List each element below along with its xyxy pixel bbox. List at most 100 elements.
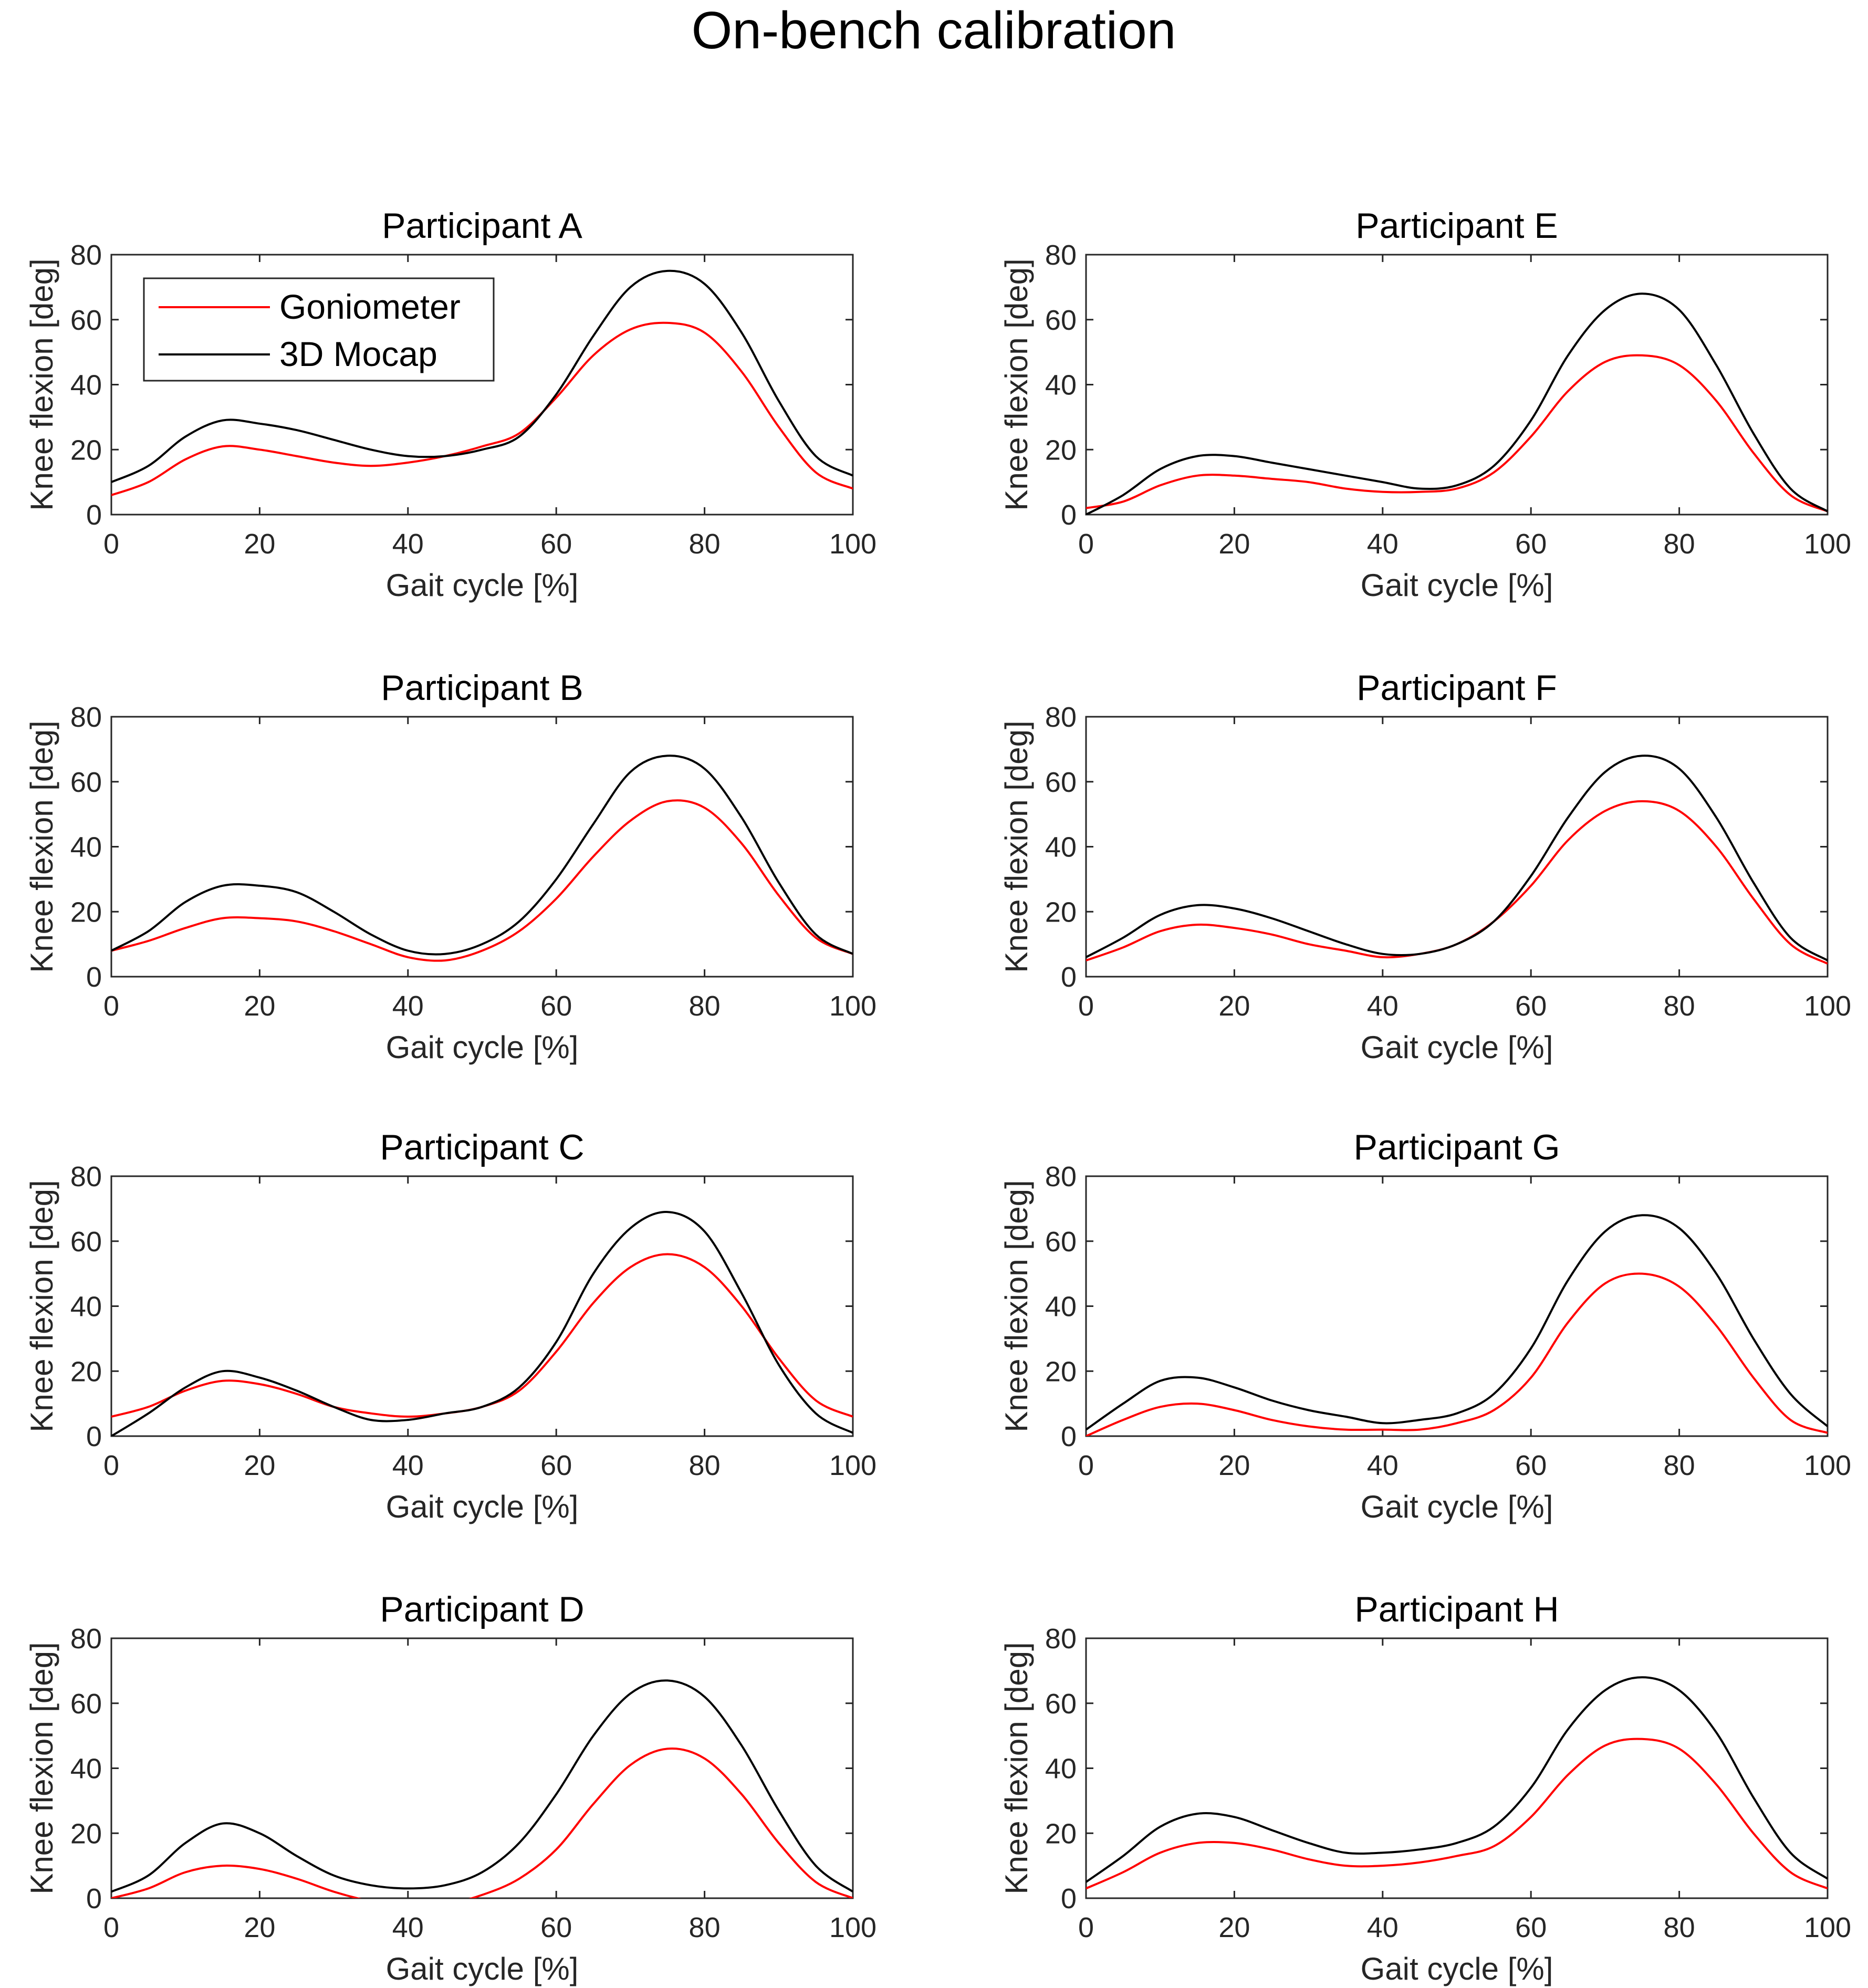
series-group — [111, 1679, 853, 1898]
y-tick-label: 80 — [1045, 1623, 1077, 1655]
series-line-3d-mocap — [111, 755, 853, 956]
y-axis-label: Knee flexion [deg] — [24, 1180, 59, 1432]
y-tick-label: 0 — [86, 499, 102, 531]
x-tick-label: 60 — [1515, 1912, 1547, 1943]
x-tick-label: 0 — [1078, 990, 1094, 1022]
subplot-participant-b: Participant B 0 20 40 60 80 100 0 20 40 60 80 Gait c… — [24, 668, 876, 1065]
x-tick-label: 60 — [1515, 990, 1547, 1022]
series-line-goniometer — [1086, 354, 1828, 512]
x-tick-label: 80 — [689, 990, 721, 1022]
x-axis-label: Gait cycle [%] — [1361, 1951, 1553, 1986]
x-tick-label: 0 — [1078, 528, 1094, 560]
series-line-3d-mocap — [111, 269, 853, 483]
y-tick-label: 60 — [1045, 1226, 1077, 1258]
series-line-goniometer — [1086, 1738, 1828, 1890]
x-tick-label: 60 — [1515, 1450, 1547, 1481]
x-tick-label: 60 — [540, 1450, 572, 1481]
y-tick-label: 80 — [70, 239, 102, 271]
x-tick-label: 100 — [829, 1450, 876, 1481]
x-tick-label: 40 — [392, 1450, 424, 1481]
y-tick-label: 60 — [70, 1688, 102, 1720]
x-axis-label: Gait cycle [%] — [386, 1030, 579, 1065]
y-tick-label: 80 — [1045, 702, 1077, 733]
legend-box — [143, 277, 495, 382]
y-tick-label: 40 — [70, 1291, 102, 1323]
subplot-participant-h: Participant H 0 20 40 60 80 100 0 20 40 60 80 Gait c… — [999, 1589, 1851, 1986]
y-tick-label: 40 — [70, 1753, 102, 1785]
series-group — [111, 755, 853, 962]
y-tick-label: 60 — [1045, 305, 1077, 336]
x-tick-label: 60 — [540, 528, 572, 560]
x-tick-label: 80 — [689, 1912, 721, 1943]
subplot-title: Participant E — [1355, 206, 1558, 246]
y-tick-label: 60 — [70, 1226, 102, 1258]
subplot-title: Participant F — [1356, 668, 1557, 708]
subplot-participant-e: Participant E 0 20 40 60 80 100 0 20 40 60 80 Gait c… — [999, 206, 1851, 603]
x-tick-label: 20 — [1218, 990, 1250, 1022]
x-tick-label: 40 — [1367, 1450, 1399, 1481]
x-axis-label: Gait cycle [%] — [386, 568, 579, 603]
legend-label: 3D Mocap — [279, 334, 437, 373]
x-tick-label: 20 — [244, 990, 275, 1022]
y-tick-label: 80 — [70, 1623, 102, 1655]
y-axis-label: Knee flexion [deg] — [24, 1642, 59, 1894]
y-tick-label: 20 — [1045, 896, 1077, 928]
x-tick-label: 20 — [244, 1450, 275, 1481]
x-tick-label: 40 — [392, 990, 424, 1022]
subplot-title: Participant A — [382, 206, 582, 246]
y-tick-label: 20 — [70, 434, 102, 466]
x-axis-label: Gait cycle [%] — [1361, 1489, 1553, 1524]
x-tick-label: 40 — [1367, 528, 1399, 560]
legend-label: Goniometer — [279, 287, 461, 326]
y-tick-label: 60 — [70, 767, 102, 798]
x-axis-label: Gait cycle [%] — [1361, 568, 1553, 603]
series-group — [1086, 1214, 1828, 1436]
x-tick-label: 60 — [540, 990, 572, 1022]
y-tick-label: 0 — [1061, 961, 1077, 993]
y-tick-label: 20 — [1045, 1818, 1077, 1849]
y-tick-label: 0 — [1061, 1421, 1077, 1452]
y-tick-label: 60 — [70, 305, 102, 336]
subplot-title: Participant B — [381, 668, 583, 708]
x-tick-label: 40 — [1367, 990, 1399, 1022]
x-tick-label: 100 — [1804, 528, 1851, 560]
x-tick-label: 100 — [829, 1912, 876, 1943]
x-tick-label: 80 — [689, 528, 721, 560]
x-tick-label: 80 — [1664, 1450, 1695, 1481]
figure-title: On-bench calibration — [692, 1, 1176, 60]
y-tick-label: 20 — [1045, 434, 1077, 466]
y-tick-label: 40 — [1045, 1291, 1077, 1323]
x-tick-label: 0 — [1078, 1450, 1094, 1481]
y-tick-label: 60 — [1045, 767, 1077, 798]
subplot-title: Participant D — [380, 1589, 584, 1629]
series-line-goniometer — [111, 799, 853, 962]
y-tick-label: 80 — [70, 1161, 102, 1192]
x-tick-label: 80 — [689, 1450, 721, 1481]
y-tick-label: 80 — [1045, 1161, 1077, 1192]
subplot-participant-d: Participant D 0 20 40 60 80 100 0 20 40 60 80 Gait c… — [24, 1589, 876, 1986]
x-tick-label: 40 — [392, 1912, 424, 1943]
x-tick-label: 80 — [1664, 990, 1695, 1022]
y-tick-label: 0 — [86, 1421, 102, 1452]
x-axis-label: Gait cycle [%] — [386, 1951, 579, 1986]
y-axis-label: Knee flexion [deg] — [999, 1180, 1034, 1432]
subplot-participant-c: Participant C 0 20 40 60 80 100 0 20 40 60 80 Gait c… — [24, 1127, 876, 1524]
series-group — [1086, 755, 1828, 965]
series-line-goniometer — [111, 1748, 853, 1898]
y-tick-label: 40 — [1045, 832, 1077, 863]
series-line-3d-mocap — [1086, 1676, 1828, 1883]
series-line-3d-mocap — [1086, 1214, 1828, 1431]
y-tick-label: 40 — [1045, 370, 1077, 401]
y-tick-label: 40 — [70, 370, 102, 401]
subplot-grid: Participant A 0 20 40 60 80 100 0 20 40 60 80 Gait c… — [24, 206, 1851, 1986]
series-line-goniometer — [111, 321, 853, 496]
series-line-3d-mocap — [111, 1679, 853, 1893]
legend: Goniometer 3D Mocap — [143, 277, 495, 382]
x-tick-label: 100 — [1804, 1450, 1851, 1481]
series-group — [111, 269, 853, 496]
y-tick-label: 40 — [1045, 1753, 1077, 1785]
series-line-3d-mocap — [111, 1211, 853, 1436]
subplot-participant-f: Participant F 0 20 40 60 80 100 0 20 40 60 80 Gait c… — [999, 668, 1851, 1065]
subplot-title: Participant G — [1353, 1127, 1560, 1167]
y-tick-label: 60 — [1045, 1688, 1077, 1720]
